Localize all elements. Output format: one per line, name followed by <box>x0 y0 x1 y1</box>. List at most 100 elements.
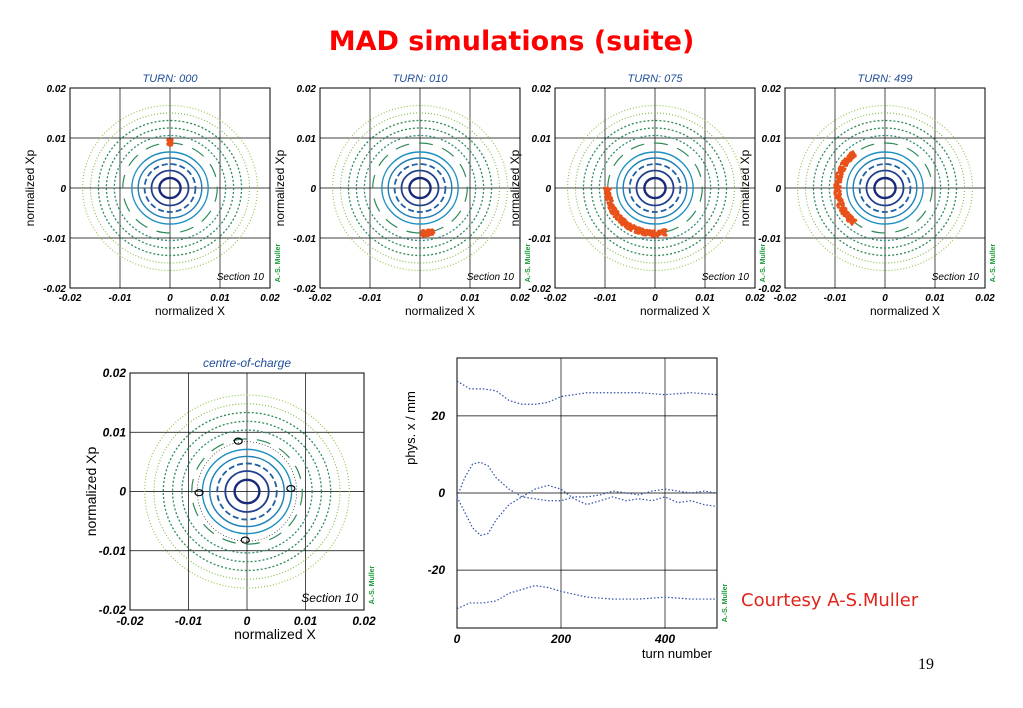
y-tick-label: 0.01 <box>47 134 67 145</box>
phase-ring <box>216 462 278 521</box>
phase-ring <box>635 169 675 207</box>
y-tick-label: 0 <box>438 486 445 500</box>
bunch-particle <box>840 161 844 165</box>
x-tick-label: -0.02 <box>544 293 567 304</box>
y-tick-label: 0.02 <box>762 84 782 95</box>
credit-label: A.-S. Muller <box>525 243 532 282</box>
y-axis-label: normalized Xp <box>23 149 37 226</box>
island-ring <box>372 142 468 234</box>
phase-ring <box>828 134 942 242</box>
credit-label: A.-S. Muller <box>369 565 376 604</box>
centroid-path <box>196 441 298 542</box>
x-axis-label: normalized X <box>870 304 940 318</box>
bunch-particle <box>652 234 655 238</box>
plot-title: TURN: 075 <box>627 73 683 85</box>
y-tick-label: -0.01 <box>99 544 127 558</box>
bunch-particle <box>842 161 846 165</box>
bunch-particle <box>836 176 840 180</box>
bunch-particle <box>609 209 612 213</box>
phase-ring <box>387 157 453 219</box>
bunch-particle <box>605 188 609 192</box>
bunch-particle <box>634 225 638 229</box>
y-tick-label: 0 <box>545 184 551 195</box>
y-tick-label: 0 <box>60 184 66 195</box>
phase-ring <box>846 151 924 225</box>
phase-ring <box>105 127 235 249</box>
y-tick-label: -0.02 <box>528 284 551 295</box>
bunch-particle <box>607 206 611 209</box>
y-tick-label: -0.01 <box>528 234 551 245</box>
x-tick-label: 0.01 <box>925 293 945 304</box>
phase-plot-turn-010: -0.02 -0.01 0 0.01 0.02 0.02 0.01 0 -0.01 -0.02 TU… <box>270 66 550 328</box>
bunch-particle <box>844 158 848 162</box>
plot-title: centre-of-charge <box>203 356 291 370</box>
bunch-particle <box>658 230 662 234</box>
page-number: 19 <box>918 656 934 673</box>
phase-ring <box>616 151 694 225</box>
phase-ring <box>643 176 667 200</box>
y-tick-label: -0.02 <box>99 603 127 617</box>
y-tick-label: -0.01 <box>43 234 66 245</box>
trace-line <box>456 461 718 502</box>
bunch-particle <box>651 232 655 236</box>
bunch-particle <box>838 196 842 200</box>
bunch-particle <box>431 229 435 233</box>
phase-ring <box>574 112 736 264</box>
phase-ring <box>355 127 485 249</box>
bunch-particle <box>610 204 614 208</box>
phase-ring <box>812 119 958 257</box>
phase-ring <box>131 151 209 225</box>
phase-ring <box>144 394 350 589</box>
bunch-particle <box>850 215 854 219</box>
bunch-particle <box>603 191 607 195</box>
credit-label: A.-S. Muller <box>760 243 767 282</box>
y-tick-label: 0.01 <box>103 425 127 439</box>
bunch-particle <box>662 228 666 232</box>
bunch-particle <box>640 231 644 235</box>
phase-ring <box>408 176 432 200</box>
y-axis-label: normalized Xp <box>273 149 287 226</box>
bunch-particle <box>608 191 612 195</box>
bunch-particle <box>617 214 621 218</box>
x-tick-label: 0 <box>652 293 658 304</box>
phase-ring <box>628 163 682 213</box>
bunch-particle <box>623 225 627 229</box>
bunch-particle <box>608 197 612 201</box>
y-tick-label: 20 <box>431 409 446 423</box>
y-tick-label: -0.01 <box>293 234 316 245</box>
credit-label: A.-S. Muller <box>275 243 282 282</box>
bunch-particle <box>642 233 646 237</box>
y-tick-label: -0.01 <box>758 234 781 245</box>
x-tick-label: -0.02 <box>309 293 332 304</box>
x-tick-label: 0.01 <box>294 614 318 628</box>
bunch-particle <box>167 140 171 144</box>
bunch-particle <box>648 228 652 232</box>
phase-ring <box>858 163 912 213</box>
x-tick-label: 0.02 <box>510 293 530 304</box>
bunch-particle <box>838 185 841 189</box>
x-tick-label: 0.01 <box>210 293 230 304</box>
phase-ring <box>171 420 323 563</box>
centroid-point <box>240 536 250 544</box>
x-tick-label: 0 <box>882 293 888 304</box>
courtesy-label: Courtesy A-S.Muller <box>741 590 919 611</box>
x-tick-label: -0.01 <box>824 293 847 304</box>
centroid-marker <box>286 484 296 493</box>
bunch-particle <box>835 171 839 175</box>
bunch-particle <box>609 202 613 206</box>
y-axis-label: normalized Xp <box>738 149 752 226</box>
x-axis-label: normalized X <box>234 626 316 642</box>
bunch-particle <box>851 156 855 159</box>
bunch-particle <box>654 234 658 237</box>
x-tick-label: 400 <box>654 632 675 646</box>
centroid-marker <box>240 536 250 544</box>
y-tick-label: 0 <box>775 184 781 195</box>
phase-ring <box>209 455 285 528</box>
centroid-point <box>233 437 243 445</box>
bunch-particle <box>835 186 839 190</box>
x-tick-label: 0.01 <box>695 293 715 304</box>
y-tick-label: 0.01 <box>297 134 317 145</box>
phase-ring <box>381 151 459 225</box>
bunch-particle <box>838 189 842 193</box>
